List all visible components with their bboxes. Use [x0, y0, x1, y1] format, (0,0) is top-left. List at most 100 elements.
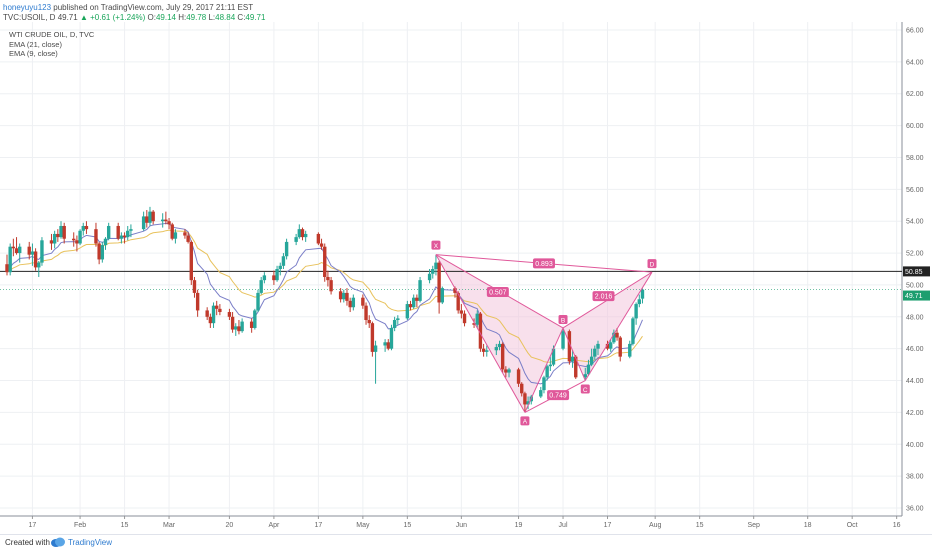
candle-body	[106, 225, 111, 239]
candle-body	[151, 211, 155, 222]
candle	[475, 310, 479, 328]
candle	[97, 241, 101, 265]
candle-body	[272, 275, 276, 281]
candle-body	[548, 364, 553, 367]
legend-ema9[interactable]: EMA (9, close)	[9, 49, 58, 58]
candle-body	[567, 331, 572, 362]
candle	[234, 323, 238, 336]
legend-ema21[interactable]: EMA (21, close)	[9, 39, 62, 49]
y-tick-label: 36.00	[906, 506, 924, 513]
tradingview-brand[interactable]: TradingView	[68, 538, 113, 547]
candle	[497, 340, 502, 351]
pattern-point-marker	[580, 384, 590, 394]
candle-body	[122, 235, 127, 238]
candle-body	[14, 248, 19, 254]
pattern-point-label: X	[434, 243, 439, 250]
x-tick-label: 18	[804, 522, 812, 529]
candle-body	[427, 273, 432, 281]
candle	[634, 302, 638, 325]
candle	[297, 224, 302, 239]
candle	[49, 233, 54, 250]
candle-body	[215, 305, 219, 309]
candle-body	[37, 262, 41, 268]
candle	[249, 318, 254, 333]
high-label: H:	[178, 13, 187, 22]
candle	[62, 222, 66, 244]
candle	[30, 243, 35, 266]
candle-body	[631, 318, 635, 344]
candle-body	[386, 342, 390, 349]
y-tick-label: 42.00	[906, 410, 924, 417]
candle	[504, 366, 508, 378]
candle	[164, 211, 168, 225]
candle	[126, 225, 130, 241]
chart-header: honeyuyu123 published on TradingView.com…	[0, 0, 932, 22]
candle-body	[520, 383, 524, 394]
candle-body	[586, 364, 591, 375]
candle-body	[462, 313, 467, 324]
candle	[418, 276, 422, 303]
pattern-ratio-label: 2.016	[595, 294, 613, 301]
x-tick-label: Jun	[456, 522, 467, 529]
candle-body	[84, 225, 89, 230]
x-tick-label: 15	[403, 522, 411, 529]
candle	[523, 391, 527, 413]
candle	[640, 288, 645, 304]
candle	[262, 272, 267, 284]
candle	[589, 348, 594, 367]
x-tick-label: 15	[696, 522, 704, 529]
candle	[386, 339, 390, 351]
candle-body	[275, 269, 279, 281]
pattern-triangle-bcd	[563, 272, 652, 381]
candle-body	[411, 297, 416, 308]
candle	[116, 222, 120, 241]
candle-body	[256, 292, 260, 311]
candle-body	[453, 288, 457, 293]
candle	[59, 221, 63, 239]
candle-body	[351, 297, 356, 308]
pattern-point-label: D	[650, 261, 655, 268]
candle-body	[494, 347, 499, 351]
chart-area[interactable]: 36.00 38.00 40.00 42.00 44.00 46.00 48.00 50.00…	[0, 22, 932, 534]
candle	[215, 300, 219, 316]
candle-body	[230, 316, 235, 330]
candle-body	[205, 310, 209, 317]
author-link[interactable]: honeyuyu123	[3, 3, 52, 12]
x-tick-label: May	[356, 522, 370, 529]
candle	[294, 233, 298, 246]
candle-body	[437, 262, 441, 303]
candle-body	[303, 233, 308, 238]
candle	[516, 367, 521, 387]
candle-body	[75, 240, 79, 244]
open-label: O:	[147, 13, 156, 22]
candle-body	[396, 318, 400, 320]
pattern-leg-xa	[435, 254, 526, 413]
candle	[608, 339, 613, 352]
candle-body	[434, 262, 438, 269]
high-value: 49.78	[186, 13, 207, 22]
pattern-point-label: A	[523, 419, 528, 426]
candle-body	[628, 343, 632, 357]
candle	[167, 218, 171, 230]
candle	[478, 312, 483, 352]
candle-body	[348, 300, 352, 308]
candle-body	[234, 326, 238, 330]
candle	[52, 230, 57, 249]
close-label: C:	[237, 13, 246, 22]
candle-body	[72, 238, 76, 241]
candle	[14, 237, 19, 255]
candle-body	[561, 331, 565, 349]
x-tick-label: Feb	[74, 522, 86, 529]
candle	[173, 229, 178, 244]
candle	[561, 327, 565, 351]
candle	[208, 313, 213, 328]
tradingview-logo-icon[interactable]	[50, 537, 66, 550]
price-chart[interactable]: 36.00 38.00 40.00 42.00 44.00 46.00 48.00 50.00…	[0, 22, 932, 534]
candle	[593, 345, 597, 360]
candle	[338, 288, 343, 303]
candle-body	[62, 225, 66, 239]
candle-body	[249, 321, 254, 328]
candle	[612, 329, 616, 344]
candle-body	[94, 229, 98, 244]
candle-body	[56, 233, 60, 238]
